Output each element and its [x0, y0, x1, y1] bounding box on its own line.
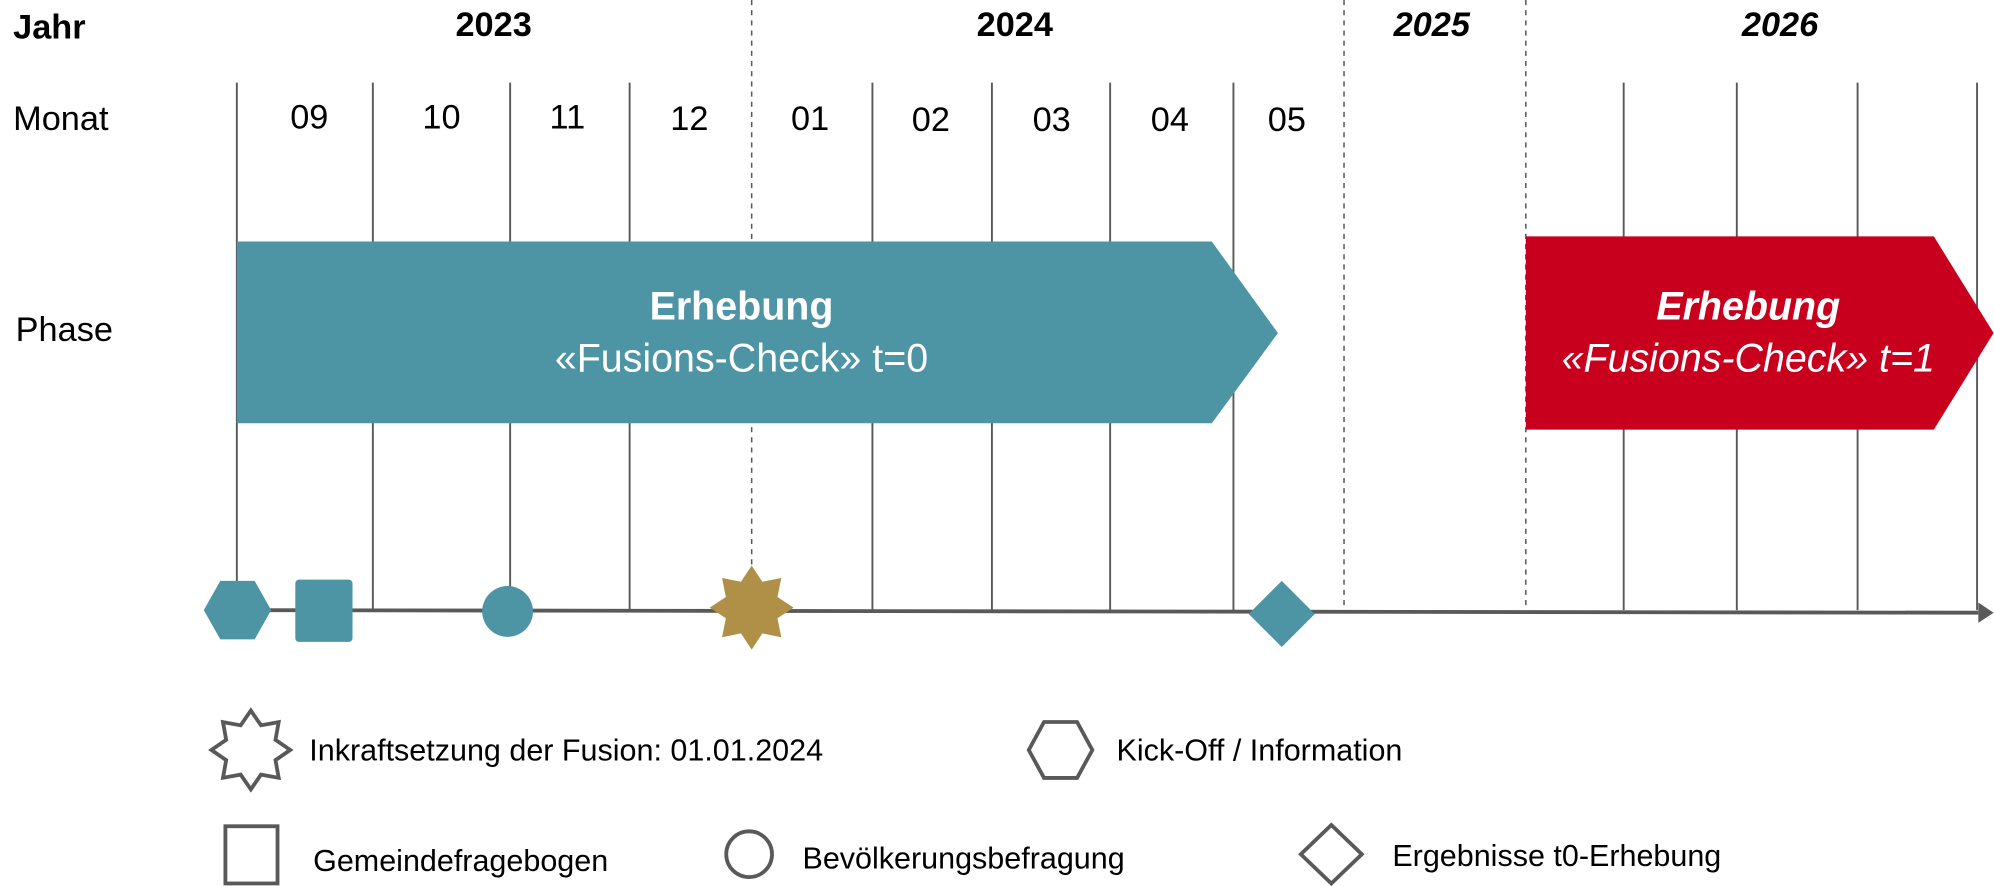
- legend-square: [223, 824, 280, 886]
- legend-diamond: [1298, 822, 1365, 886]
- month-label: 02: [912, 101, 950, 139]
- month-label: 03: [1033, 101, 1071, 139]
- month-label: 04: [1151, 101, 1189, 139]
- month-label: 10: [422, 99, 460, 137]
- legend-hexagon: [1026, 720, 1095, 780]
- legend-label: Inkraftsetzung der Fusion: 01.01.2024: [309, 734, 823, 768]
- phase-title: Erhebung: [650, 284, 834, 328]
- month-label: 12: [670, 100, 708, 138]
- month-label: 11: [550, 99, 586, 137]
- phase-arrow: [236, 241, 1278, 424]
- year-label: 2023: [455, 6, 531, 44]
- circle-marker: [482, 586, 534, 637]
- legend-label: Kick-Off / Information: [1116, 734, 1402, 768]
- phase-arrow: [1525, 236, 1994, 430]
- legend-label: Bevölkerungsbefragung: [803, 842, 1125, 876]
- row-label: Phase: [16, 311, 113, 349]
- hexagon-marker: [203, 580, 272, 640]
- axis-arrowhead: [1978, 602, 1994, 623]
- month-label: 01: [791, 100, 829, 138]
- year-label: 2025: [1393, 6, 1471, 44]
- phase-subtitle: «Fusions-Check» t=0: [555, 336, 928, 380]
- year-label: 2024: [977, 6, 1053, 44]
- month-label: 05: [1268, 101, 1306, 139]
- month-label: 09: [290, 99, 328, 137]
- year-label: 2026: [1741, 6, 1819, 44]
- square-marker: [295, 579, 353, 642]
- star-marker: [709, 565, 794, 650]
- legend-circle: [724, 829, 774, 880]
- phase-subtitle: «Fusions-Check» t=1: [1562, 336, 1935, 380]
- row-label: Monat: [13, 100, 109, 138]
- diamond-marker: [1248, 580, 1315, 648]
- legend-label: Gemeindefragebogen: [313, 844, 608, 878]
- legend-label: Ergebnisse t0-Erhebung: [1392, 839, 1721, 873]
- row-label: Jahr: [13, 8, 85, 46]
- legend-star: [208, 707, 294, 793]
- phase-title: Erhebung: [1656, 284, 1840, 328]
